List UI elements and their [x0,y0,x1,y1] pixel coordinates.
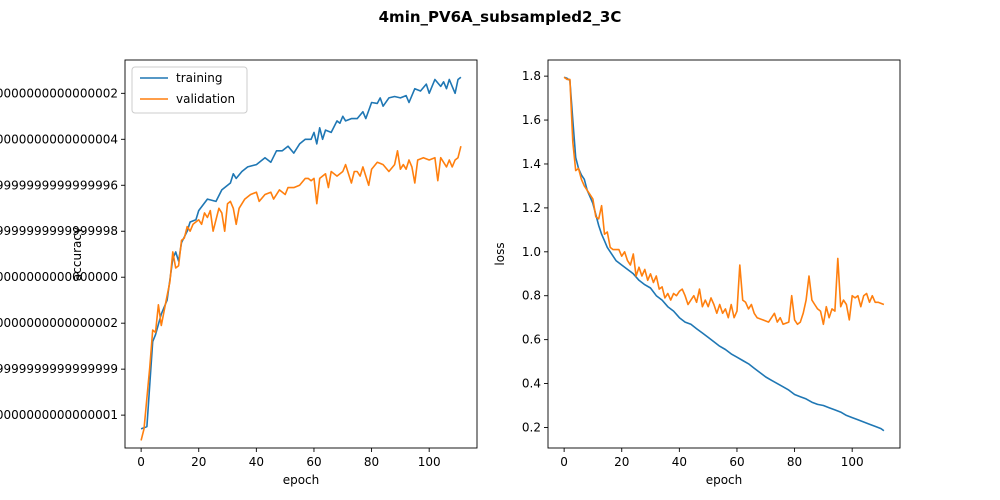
loss-x-tick-label: 40 [672,455,687,469]
accuracy-legend-label-validation: validation [176,92,235,106]
loss-axes-frame [547,59,901,449]
loss-y-tick-label: 1.6 [522,113,541,127]
loss-y-tick-label: 1.4 [522,157,541,171]
loss-x-tick-label: 20 [614,455,629,469]
loss-x-tick-label: 80 [787,455,802,469]
loss-y-tick-label: 0.8 [522,289,541,303]
loss-validation-line [563,76,885,326]
accuracy-y-tick-label: 0.59999999999999998 [0,224,118,238]
accuracy-y-tick-label: 0.69999999999999996 [0,178,118,192]
accuracy-x-tick-label: 40 [249,455,264,469]
accuracy-legend: training validation [131,66,248,114]
accuracy-y-tick-label: 0.90000000000000002 [0,86,118,100]
loss-x-tick-label: 0 [560,455,568,469]
loss-x-axis-label: epoch [706,473,743,487]
accuracy-training-line [140,76,462,430]
accuracy-y-tick-label: 0.29999999999999999 [0,362,118,376]
accuracy-y-tick-label: 0.80000000000000004 [0,132,118,146]
loss-y-tick-label: 1.8 [522,69,541,83]
loss-x-tick-label: 100 [841,455,864,469]
loss-y-tick-label: 0.2 [522,420,541,434]
accuracy-legend-label-training: training [176,71,223,85]
loss-y-tick-label: 0.4 [522,377,541,391]
figure-suptitle: 4min_PV6A_subsampled2_3C [379,8,622,26]
accuracy-y-tick-label: 0.20000000000000001 [0,408,118,422]
accuracy-x-tick-label: 100 [418,455,441,469]
accuracy-x-tick-label: 80 [364,455,379,469]
accuracy-panel: 0 20 40 60 80 100 0.20000000000000001 0.2999999… [0,59,478,487]
accuracy-y-axis-label: accuracy [70,227,84,281]
accuracy-x-axis-label: epoch [283,473,320,487]
loss-y-tick-label: 1.0 [522,245,541,259]
accuracy-validation-line [140,146,462,441]
loss-y-tick-label: 0.6 [522,333,541,347]
loss-panel: 0 20 40 60 80 100 0.2 0.4 0.6 0.8 1.0 1.2 1.4 1.6 1.8 e… [493,59,901,487]
loss-y-axis-label: loss [493,242,507,265]
loss-x-tick-label: 60 [729,455,744,469]
accuracy-x-tick-label: 0 [137,455,145,469]
accuracy-x-tick-label: 60 [306,455,321,469]
accuracy-y-tick-label: 0.40000000000000002 [0,316,118,330]
loss-y-tick-label: 1.2 [522,201,541,215]
accuracy-y-tick-label: 0.50000000000000000 [0,270,118,284]
accuracy-x-tick-label: 20 [191,455,206,469]
accuracy-axes-frame [124,59,478,449]
